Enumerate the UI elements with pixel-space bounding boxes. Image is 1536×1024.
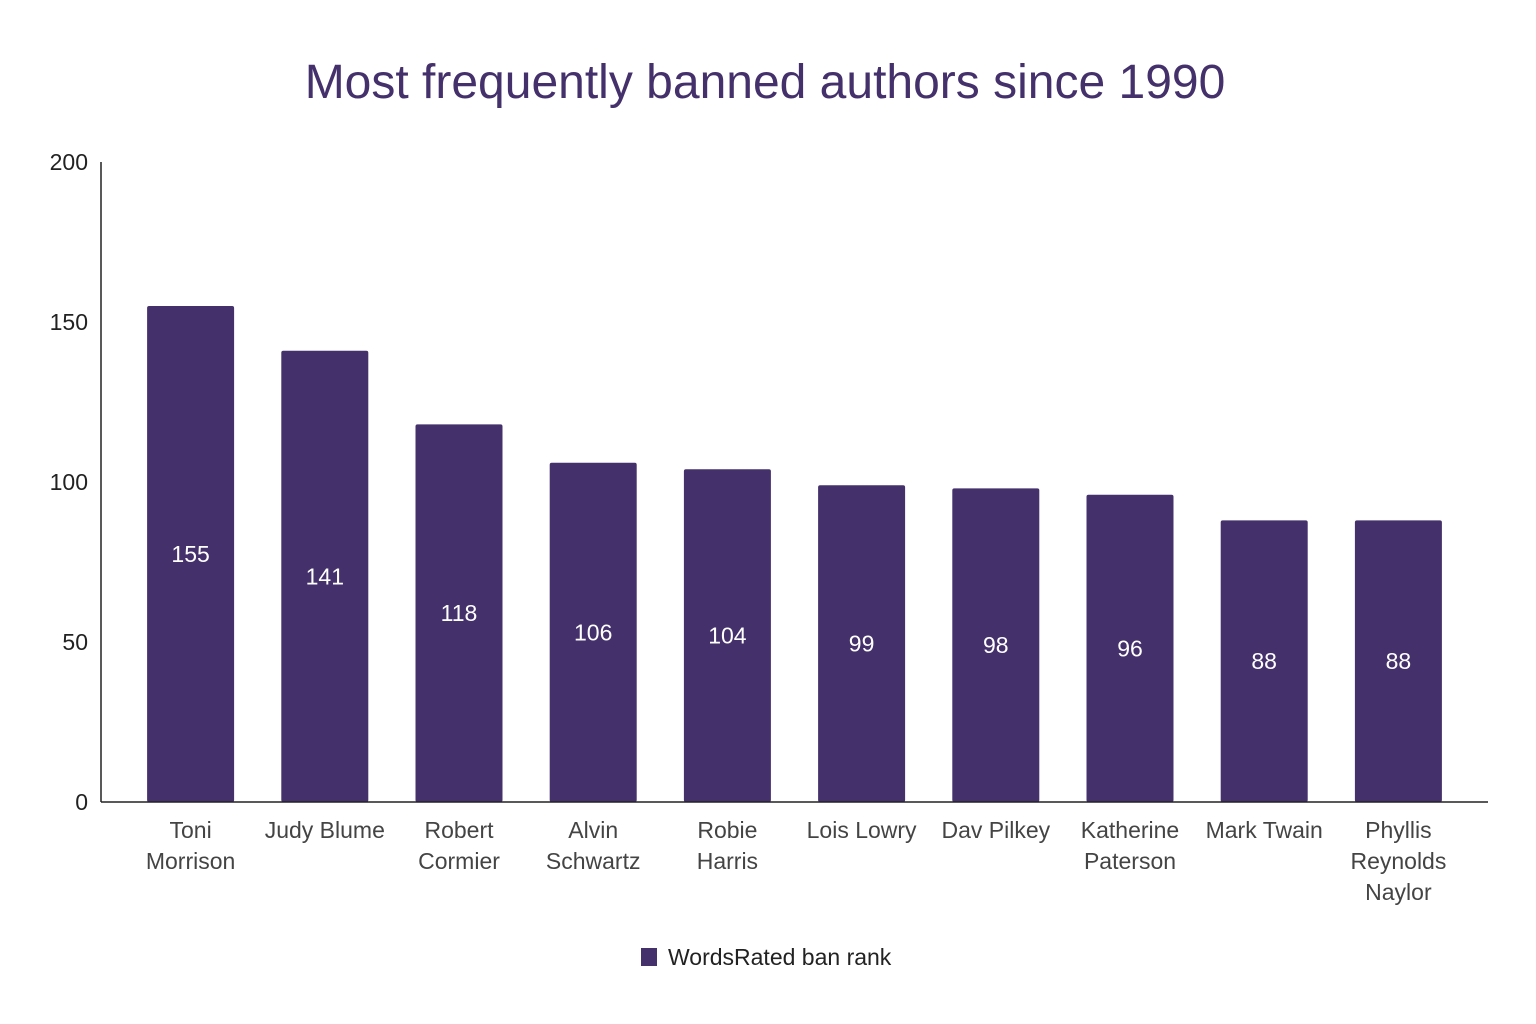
bars-layer bbox=[147, 306, 1442, 802]
bar-10 bbox=[1354, 520, 1442, 802]
bar-8 bbox=[1086, 494, 1174, 802]
bar-4 bbox=[549, 462, 637, 802]
bar-7 bbox=[952, 488, 1040, 802]
x-tick-label-1: Toni Morrison bbox=[146, 817, 235, 874]
legend: WordsRated ban rank bbox=[641, 944, 892, 970]
y-tick-label-200: 200 bbox=[50, 149, 88, 175]
value-labels-layer: 155 141 118 106 104 99 98 96 88 88 bbox=[171, 541, 1411, 674]
x-tick-label-9: Mark Twain bbox=[1206, 817, 1323, 843]
y-ticks-layer: 0 50 100 150 200 bbox=[50, 149, 88, 815]
bar-value-label-3: 118 bbox=[441, 600, 478, 626]
bar-value-label-5: 104 bbox=[708, 623, 747, 649]
bar-value-label-1: 155 bbox=[171, 541, 209, 567]
bar-value-label-2: 141 bbox=[306, 563, 344, 589]
bar-5 bbox=[683, 469, 771, 802]
bar-value-label-7: 98 bbox=[983, 632, 1009, 658]
y-tick-label-150: 150 bbox=[50, 309, 88, 335]
bar-9 bbox=[1220, 520, 1308, 802]
x-tick-label-4: Alvin Schwartz bbox=[546, 817, 641, 874]
x-tick-label-6: Lois Lowry bbox=[807, 817, 917, 843]
y-tick-label-100: 100 bbox=[50, 469, 88, 495]
bar-1 bbox=[147, 306, 235, 802]
x-tick-label-7: Dav Pilkey bbox=[941, 817, 1050, 843]
x-tick-label-5: Robie Harris bbox=[697, 817, 758, 874]
axes-layer bbox=[100, 162, 1488, 803]
bar-value-label-8: 96 bbox=[1117, 635, 1143, 661]
chart-title: Most frequently banned authors since 199… bbox=[305, 56, 1226, 109]
x-tick-label-10: Phyllis Reynolds Naylor bbox=[1350, 817, 1446, 905]
bar-value-label-4: 106 bbox=[574, 619, 612, 645]
x-tick-labels-layer: Toni Morrison Judy Blume Robert Cormier Alvin… bbox=[146, 817, 1446, 905]
y-tick-label-50: 50 bbox=[62, 629, 88, 655]
bar-3 bbox=[415, 424, 503, 802]
y-tick-label-0: 0 bbox=[75, 789, 88, 815]
bar-2 bbox=[281, 350, 369, 802]
legend-label: WordsRated ban rank bbox=[668, 944, 892, 970]
bar-value-label-6: 99 bbox=[849, 631, 875, 657]
bar-value-label-9: 88 bbox=[1251, 648, 1277, 674]
bar-value-label-10: 88 bbox=[1386, 648, 1412, 674]
x-tick-label-3: Robert Cormier bbox=[418, 817, 500, 874]
x-tick-label-8: Katherine Paterson bbox=[1081, 817, 1179, 874]
legend-swatch bbox=[641, 948, 657, 966]
x-tick-label-2: Judy Blume bbox=[265, 817, 385, 843]
bar-6 bbox=[818, 485, 906, 802]
